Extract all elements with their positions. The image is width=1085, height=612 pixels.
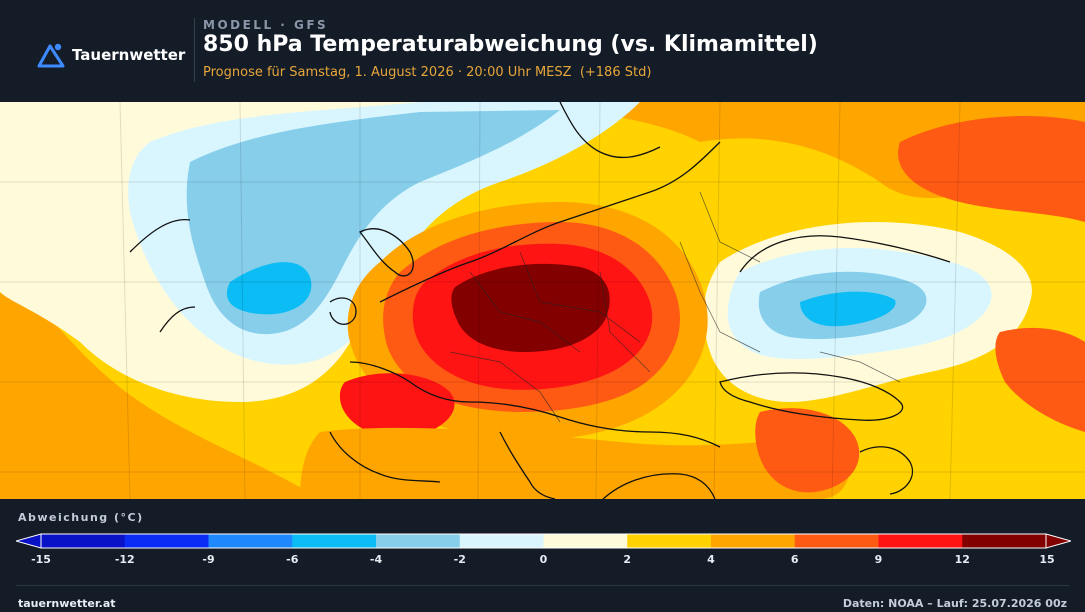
- colorbar-tick-label: -4: [369, 553, 383, 566]
- header: Tauernwetter MODELL · GFS 850 hPa Temper…: [0, 0, 1085, 102]
- legend-area: Abweichung (°C) -15 -12 -9 -6 -4 -2 0 2 4 6 9 12 15 …: [0, 499, 1085, 612]
- anomaly-map[interactable]: [0, 102, 1085, 499]
- warm-band-southwest: [0, 262, 320, 499]
- colorbar-tick-label: 15: [1039, 553, 1055, 566]
- colorbar: [16, 533, 1071, 549]
- colorbar-segment: [459, 534, 544, 548]
- colorbar-tick-label: 0: [539, 553, 548, 566]
- anomaly-map-graphic: [0, 102, 1085, 499]
- header-divider: [194, 18, 195, 82]
- colorbar-segment: [627, 534, 712, 548]
- footer-site-link[interactable]: tauernwetter.at: [18, 597, 116, 610]
- extreme-anomaly-central-europe: [451, 263, 610, 352]
- cold-core-atlantic: [226, 262, 312, 315]
- colorbar-tick-label: -12: [114, 553, 135, 566]
- brand-logo[interactable]: Tauernwetter: [36, 40, 185, 70]
- triangle-mountain-icon: [37, 43, 65, 68]
- colorbar-segment: [794, 534, 879, 548]
- borders: [449, 191, 901, 423]
- warm-band-north: [0, 102, 1085, 199]
- warm-anomaly-east-edge: [995, 327, 1085, 432]
- colorbar-tick-label: 12: [954, 553, 970, 566]
- colorbar-tick-label: -15: [31, 553, 51, 566]
- warm-anomaly-iberia-east: [339, 373, 455, 438]
- brand-name: Tauernwetter: [72, 46, 186, 64]
- model-kicker: MODELL · GFS: [203, 18, 329, 32]
- graticule: [0, 102, 1085, 499]
- colorbar-outline: [40, 533, 1047, 549]
- colorbar-segment: [292, 534, 377, 548]
- colorbar-tick-label: -2: [453, 553, 466, 566]
- colorbar-arrow-right: [1045, 533, 1071, 549]
- colorbar-tick-label: 9: [874, 553, 883, 566]
- colorbar-segment: [962, 534, 1047, 548]
- footer-data-source: Daten: NOAA – Lauf: 25.07.2026 00z: [842, 597, 1067, 610]
- colorbar-ticks: -15 -12 -9 -6 -4 -2 0 2 4 6 9 12 15: [0, 553, 1085, 569]
- coastlines: [129, 102, 951, 499]
- warm-anomaly-russia-northeast: [898, 116, 1085, 222]
- colorbar-tick-label: 2: [623, 553, 632, 566]
- colorbar-tick-label: -9: [202, 553, 215, 566]
- footer-divider: [16, 585, 1069, 586]
- colorbar-tick-label: 6: [790, 553, 799, 566]
- colorbar-segment: [376, 534, 461, 548]
- colorbar-arrow-left: [16, 533, 42, 549]
- colorbar-segment: [124, 534, 209, 548]
- cold-core-east: [800, 291, 896, 327]
- colorbar-tick-label: -6: [286, 553, 299, 566]
- colorbar-segment: [711, 534, 796, 548]
- forecast-subtitle: Prognose für Samstag, 1. August 2026 · 2…: [203, 65, 652, 80]
- colorbar-tick-label: 4: [707, 553, 715, 566]
- colorbar-segment: [543, 534, 628, 548]
- colorbar-segment: [878, 534, 963, 548]
- colorbar-segment: [208, 534, 293, 548]
- colorbar-segment: [41, 534, 126, 548]
- legend-title: Abweichung (°C): [18, 511, 144, 524]
- page-title: 850 hPa Temperaturabweichung (vs. Klimam…: [203, 32, 818, 57]
- warm-anomaly-balkans: [755, 408, 860, 493]
